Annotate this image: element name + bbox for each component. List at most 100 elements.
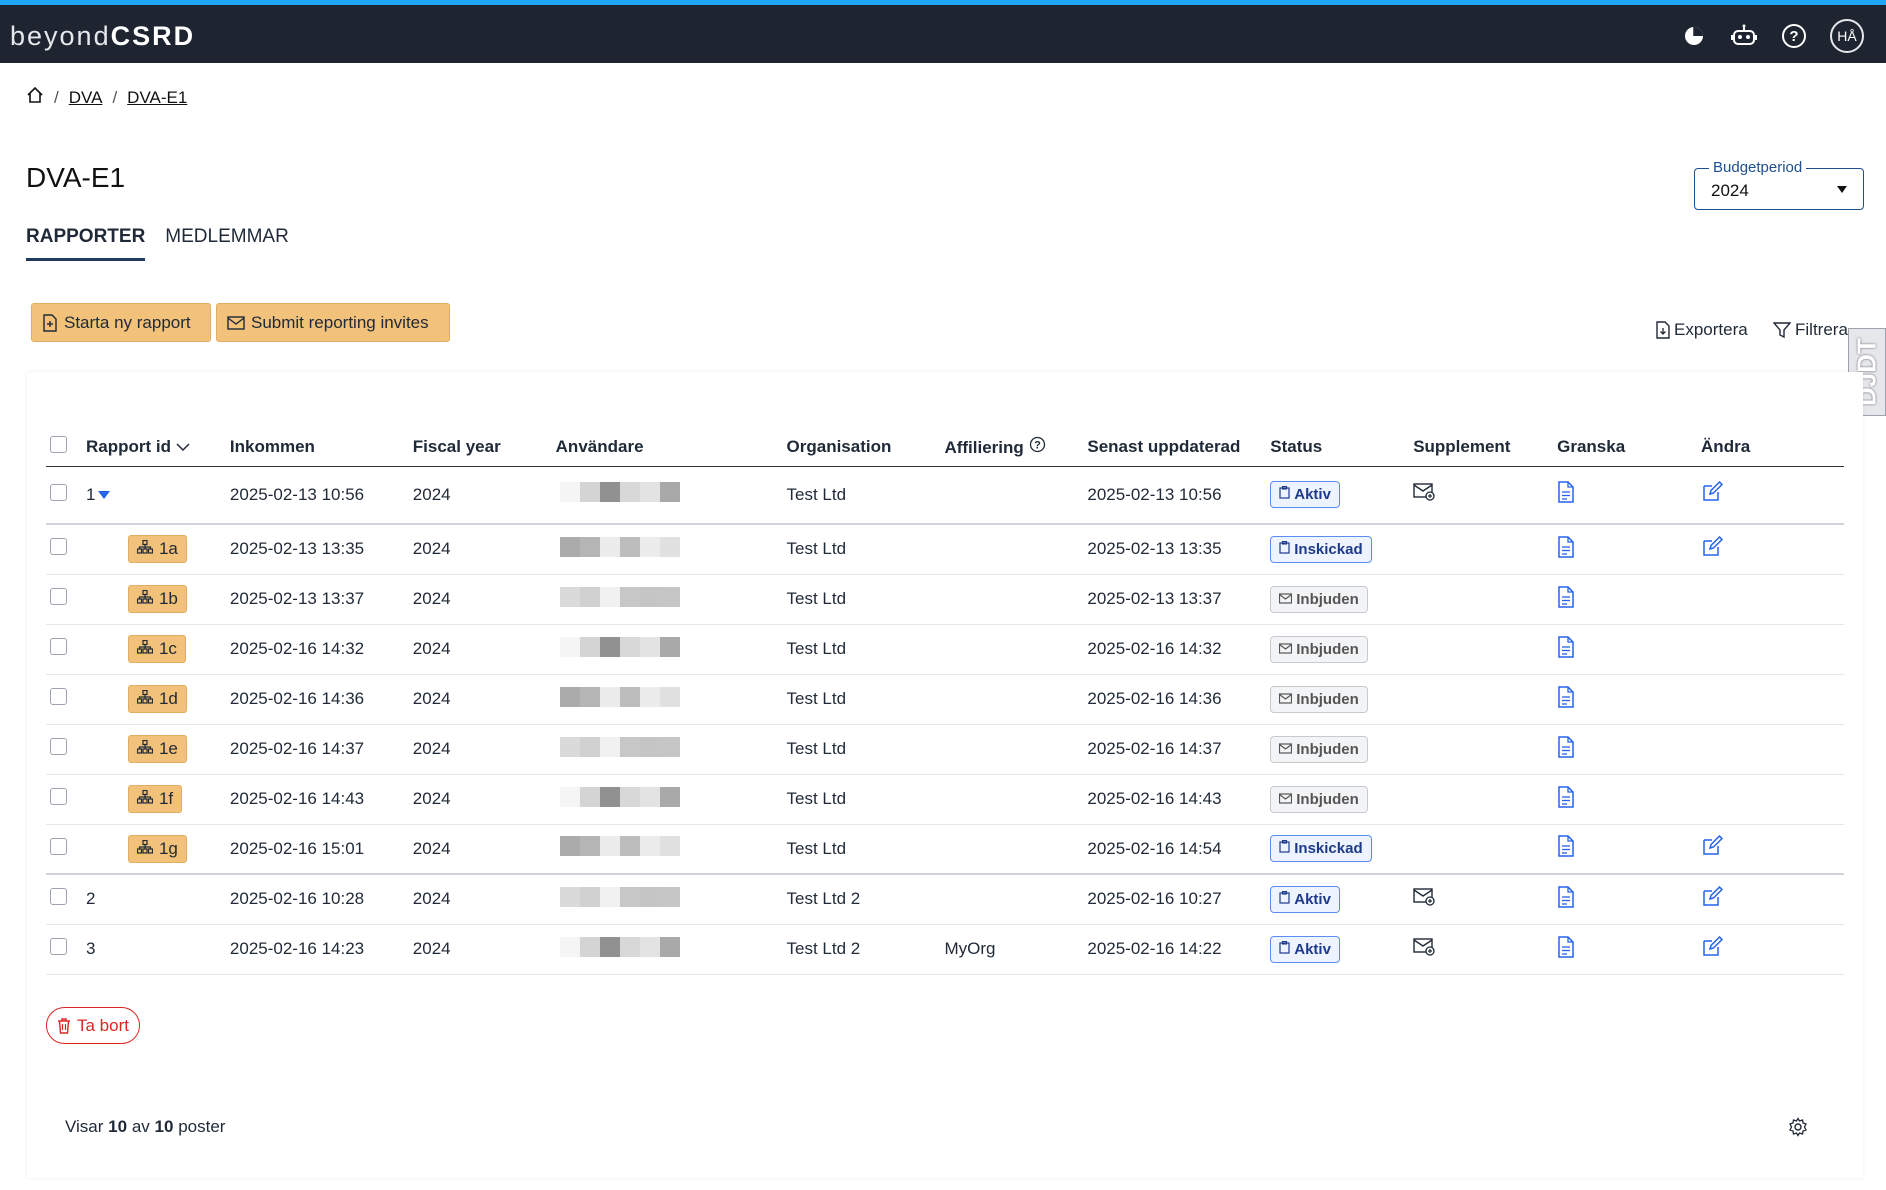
review-document-icon[interactable]: [1557, 685, 1575, 708]
review-document-icon[interactable]: [1557, 935, 1575, 958]
status-badge: Inbjuden: [1270, 735, 1368, 763]
pagination-summary: Visar 10 av 10 poster: [65, 1117, 226, 1136]
clipboard-icon: [1279, 540, 1290, 558]
review-document-icon[interactable]: [1557, 785, 1575, 808]
home-icon[interactable]: [26, 86, 44, 109]
supplement-mail-icon[interactable]: [1413, 483, 1435, 501]
envelope-icon: [1279, 591, 1293, 608]
review-document-icon[interactable]: [1557, 735, 1575, 758]
sub-report-badge[interactable]: 1f: [127, 785, 183, 813]
table-row[interactable]: 1d 2025-02-16 14:36 2024 Test Ltd 2025-02-16…: [46, 674, 1844, 725]
row-checkbox[interactable]: [50, 938, 67, 955]
received-date: 2025-02-16 14:36: [229, 674, 413, 725]
edit-icon[interactable]: [1701, 481, 1724, 503]
row-checkbox[interactable]: [50, 888, 67, 906]
supplement-mail-icon[interactable]: [1413, 888, 1435, 906]
table-row[interactable]: 1g 2025-02-16 15:01 2024 Test Ltd 2025-02-16…: [46, 824, 1844, 875]
report-id: 1a: [158, 539, 178, 559]
column-organisation: Organisation: [786, 428, 945, 467]
user-avatar[interactable]: HÅ: [1830, 19, 1864, 53]
table-row[interactable]: 1 2025-02-13 10:56 2024 Test Ltd 2025-02-13 …: [46, 466, 1844, 525]
table-row[interactable]: 1a 2025-02-13 13:35 2024 Test Ltd 2025-02-13…: [46, 524, 1844, 575]
redacted-user: [559, 686, 680, 707]
app-logo[interactable]: beyondCSRD: [10, 21, 196, 51]
filter-button[interactable]: Filtrera: [1773, 320, 1848, 340]
delete-button[interactable]: Ta bort: [46, 1007, 140, 1044]
edit-icon[interactable]: [1701, 885, 1724, 908]
row-checkbox[interactable]: [50, 483, 67, 501]
organisation: Test Ltd: [786, 574, 945, 625]
affiliation: [944, 524, 1088, 575]
review-document-icon[interactable]: [1557, 481, 1575, 503]
edit-icon[interactable]: [1701, 835, 1724, 857]
budget-period-label: Budgetperiod: [1709, 159, 1807, 176]
budget-period-select[interactable]: Budgetperiod 2024: [1694, 159, 1864, 210]
sub-report-badge[interactable]: 1b: [127, 585, 187, 613]
redacted-user: [559, 786, 680, 807]
report-id[interactable]: 3: [85, 939, 96, 958]
received-date: 2025-02-16 14:32: [229, 624, 413, 675]
table-row[interactable]: 1f 2025-02-16 14:43 2024 Test Ltd 2025-02-16…: [46, 774, 1844, 825]
edit-icon[interactable]: [1701, 535, 1724, 558]
report-id[interactable]: 2: [85, 889, 96, 909]
review-document-icon[interactable]: [1557, 585, 1575, 608]
sub-report-badge[interactable]: 1e: [127, 735, 187, 763]
status-badge: Inbjuden: [1270, 635, 1368, 663]
breadcrumb-link-dva-e1[interactable]: DVA-E1: [127, 87, 188, 107]
row-checkbox[interactable]: [50, 538, 67, 556]
row-checkbox[interactable]: [50, 688, 67, 705]
hierarchy-icon: [136, 689, 154, 709]
review-document-icon[interactable]: [1557, 635, 1575, 658]
affiliation: [944, 774, 1088, 825]
export-button[interactable]: Exportera: [1656, 320, 1748, 340]
supplement-mail-icon[interactable]: [1413, 937, 1435, 956]
column-supplement: Supplement: [1413, 428, 1558, 467]
review-document-icon[interactable]: [1557, 835, 1575, 857]
column-rapport-id[interactable]: Rapport id: [85, 428, 230, 467]
table-row[interactable]: 1c 2025-02-16 14:32 2024 Test Ltd 2025-02-16…: [46, 624, 1844, 675]
help-circle-icon[interactable]: ?: [1029, 436, 1046, 453]
sub-report-badge[interactable]: 1c: [127, 635, 186, 663]
updated-date: 2025-02-16 10:27: [1087, 874, 1271, 925]
row-checkbox[interactable]: [50, 837, 67, 855]
table-row[interactable]: 2 2025-02-16 10:28 2024 Test Ltd 2 2025-02-1…: [46, 874, 1844, 925]
status-badge: Inbjuden: [1270, 785, 1368, 813]
sub-report-badge[interactable]: 1g: [127, 834, 187, 863]
table-row[interactable]: 1e 2025-02-16 14:37 2024 Test Ltd 2025-02-16…: [46, 724, 1844, 775]
select-all-checkbox[interactable]: [50, 435, 67, 453]
pie-chart-icon[interactable]: [1680, 22, 1708, 50]
received-date: 2025-02-16 14:43: [229, 774, 413, 825]
row-checkbox[interactable]: [50, 588, 67, 605]
submit-reporting-invites-button[interactable]: Submit reporting invites: [216, 303, 450, 342]
review-document-icon[interactable]: [1557, 536, 1575, 558]
sub-report-badge[interactable]: 1d: [127, 685, 187, 713]
expand-caret-icon[interactable]: [98, 491, 111, 500]
tab-medlemmar[interactable]: MEDLEMMAR: [165, 226, 289, 247]
gear-icon[interactable]: [1788, 1117, 1808, 1142]
affiliation: [944, 824, 1088, 875]
affiliation: [944, 466, 1088, 525]
fiscal-year: 2024: [412, 674, 556, 725]
filter-icon: [1773, 321, 1791, 338]
fiscal-year: 2024: [412, 574, 556, 625]
table-row[interactable]: 3 2025-02-16 14:23 2024 Test Ltd 2 MyOrg 2025…: [46, 924, 1844, 975]
row-checkbox[interactable]: [50, 738, 67, 755]
edit-icon[interactable]: [1701, 935, 1724, 958]
row-checkbox[interactable]: [50, 788, 67, 805]
hierarchy-icon: [136, 589, 154, 609]
clipboard-icon: [1279, 890, 1290, 908]
robot-icon[interactable]: [1730, 22, 1758, 50]
help-icon[interactable]: ?: [1780, 22, 1808, 50]
tab-rapporter[interactable]: RAPPORTER: [26, 226, 146, 261]
table-row[interactable]: 1b 2025-02-13 13:37 2024 Test Ltd 2025-02-13…: [46, 574, 1844, 625]
report-id[interactable]: 1: [85, 484, 96, 504]
start-new-report-button[interactable]: Starta ny rapport: [31, 303, 211, 342]
updated-date: 2025-02-16 14:37: [1087, 724, 1271, 775]
review-document-icon[interactable]: [1557, 886, 1575, 908]
organisation: Test Ltd: [786, 674, 945, 725]
received-date: 2025-02-16 10:28: [229, 874, 413, 925]
breadcrumb-link-dva[interactable]: DVA: [68, 87, 103, 107]
document-plus-icon: [43, 313, 57, 332]
sub-report-badge[interactable]: 1a: [127, 535, 187, 564]
row-checkbox[interactable]: [50, 638, 67, 655]
